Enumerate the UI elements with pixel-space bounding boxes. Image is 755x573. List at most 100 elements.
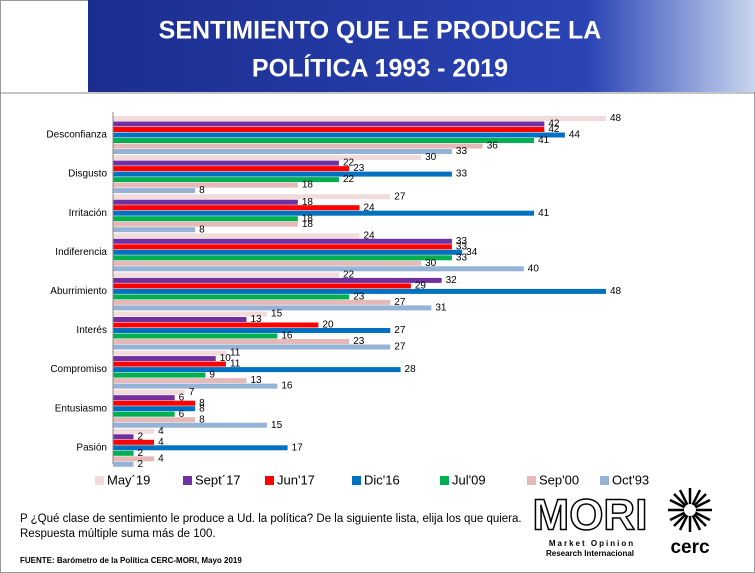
value-label: 2 <box>138 448 144 459</box>
legend-swatch <box>95 476 104 485</box>
bar <box>113 395 175 401</box>
category-label: Entusiasmo <box>55 403 108 414</box>
value-label: 30 <box>425 258 437 269</box>
legend-label: May´19 <box>107 472 150 487</box>
value-label: 15 <box>271 309 283 320</box>
value-label: 17 <box>292 442 304 453</box>
legend-swatch <box>527 476 536 485</box>
value-label: 8 <box>199 398 205 409</box>
value-label: 27 <box>394 191 406 202</box>
logo-text: Research Internacional <box>546 549 634 558</box>
bar <box>113 333 278 339</box>
bar <box>113 199 298 205</box>
bar <box>113 182 298 188</box>
legend-swatch <box>265 476 274 485</box>
bar <box>113 249 463 255</box>
title-line: POLÍTICA 1993 - 2019 <box>252 54 508 83</box>
bar <box>113 372 206 378</box>
category-label: Irritación <box>69 208 107 219</box>
value-label: 48 <box>610 286 622 297</box>
source: FUENTE: Barómetro de la Política CERC-MO… <box>20 556 242 565</box>
value-label: 33 <box>456 146 468 157</box>
value-label: 6 <box>179 392 185 403</box>
bar <box>113 350 226 356</box>
bar <box>113 339 350 344</box>
value-label: 22 <box>343 270 355 281</box>
value-label: 8 <box>199 224 205 235</box>
value-label: 24 <box>363 230 375 241</box>
bar <box>113 221 298 227</box>
value-label: 4 <box>158 426 164 437</box>
value-label: 23 <box>353 163 365 174</box>
value-label: 16 <box>281 331 293 342</box>
value-label: 16 <box>281 381 293 392</box>
value-label: 20 <box>322 320 334 331</box>
value-label: 33 <box>456 252 468 263</box>
legend-swatch <box>352 476 361 485</box>
bar <box>113 272 339 278</box>
bar <box>113 233 360 239</box>
value-label: 27 <box>394 325 406 336</box>
bar <box>113 138 535 143</box>
value-label: 9 <box>209 370 215 381</box>
bar <box>113 177 339 183</box>
bar <box>113 288 606 294</box>
bar <box>113 227 196 233</box>
category-label: Disgusto <box>68 169 107 180</box>
bar <box>113 244 452 250</box>
category-label: Aburrimiento <box>50 286 107 297</box>
category-label: Indiferencia <box>55 247 107 258</box>
logo-cerc: cerc <box>670 537 710 558</box>
value-label: 22 <box>343 174 355 185</box>
value-label: 4 <box>158 437 164 448</box>
value-label: 22 <box>343 158 355 169</box>
bar <box>113 166 350 172</box>
value-label: 2 <box>138 431 144 442</box>
bar <box>113 417 196 423</box>
legend-swatch <box>600 476 609 485</box>
category-label: Interés <box>76 325 107 336</box>
value-label: 8 <box>199 414 205 425</box>
value-label: 8 <box>199 185 205 196</box>
bar <box>113 434 134 440</box>
bar <box>113 305 432 311</box>
bar <box>113 155 422 161</box>
bar <box>113 121 545 127</box>
bar <box>113 428 155 434</box>
legend-swatch <box>183 476 192 485</box>
bar <box>113 406 196 412</box>
question: P ¿Qué clase de sentimiento le produce a… <box>20 513 522 540</box>
value-label: 11 <box>230 359 241 370</box>
value-label: 41 <box>538 135 550 146</box>
value-label: 40 <box>528 263 540 274</box>
value-label: 13 <box>251 314 263 325</box>
logo-text: Market Opinion <box>549 539 635 548</box>
bar <box>113 299 391 305</box>
bar <box>113 143 483 149</box>
category-label: Pasión <box>76 442 107 453</box>
bar <box>113 317 247 322</box>
value-label: 11 <box>230 348 241 359</box>
value-label: 30 <box>425 152 437 163</box>
bar <box>113 277 442 283</box>
category-label: Compromiso <box>50 364 107 375</box>
legend-swatch <box>440 476 449 485</box>
value-label: 23 <box>353 292 365 303</box>
value-label: 4 <box>158 453 164 464</box>
bar <box>113 411 175 417</box>
value-label: 8 <box>199 403 205 414</box>
legend-label: Dic'16 <box>364 472 400 487</box>
legend-label: Oct'93 <box>612 472 649 487</box>
bar <box>113 238 452 244</box>
bar <box>113 116 606 121</box>
value-label: 42 <box>548 124 560 135</box>
bar <box>113 322 319 328</box>
value-label: 2 <box>138 459 144 470</box>
logo-mori: MORI <box>533 491 648 540</box>
value-label: 33 <box>456 236 468 247</box>
bar <box>113 439 155 445</box>
value-label: 27 <box>394 342 406 353</box>
bar <box>113 389 185 395</box>
